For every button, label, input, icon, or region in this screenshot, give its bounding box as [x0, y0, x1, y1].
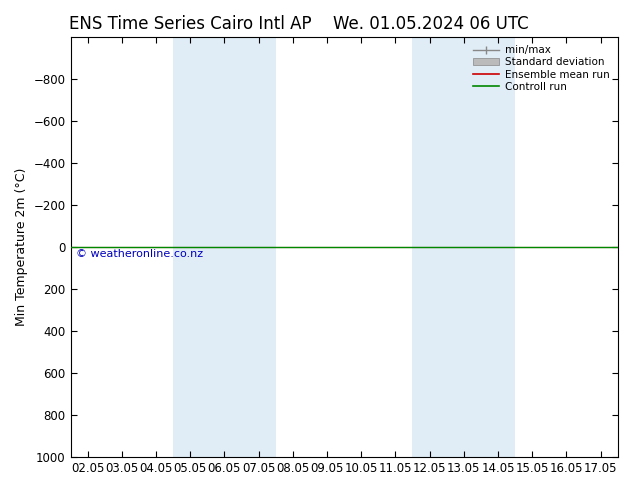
Text: ENS Time Series Cairo Intl AP: ENS Time Series Cairo Intl AP [69, 15, 311, 33]
Legend: min/max, Standard deviation, Ensemble mean run, Controll run: min/max, Standard deviation, Ensemble me… [470, 42, 612, 95]
Bar [173, 37, 276, 457]
Bar [413, 37, 515, 457]
Y-axis label: Min Temperature 2m (°C): Min Temperature 2m (°C) [15, 168, 28, 326]
Text: © weatheronline.co.nz: © weatheronline.co.nz [76, 249, 203, 259]
Text: We. 01.05.2024 06 UTC: We. 01.05.2024 06 UTC [333, 15, 529, 33]
